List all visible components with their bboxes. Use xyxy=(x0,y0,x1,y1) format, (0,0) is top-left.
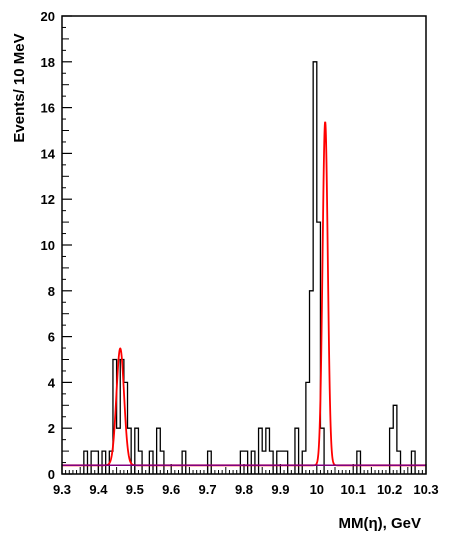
y-tick-label: 8 xyxy=(48,284,55,299)
histogram-bars xyxy=(83,61,416,474)
y-tick-label: 0 xyxy=(48,467,55,482)
y-tick-labels: 0 2 4 6 8 10 12 14 16 18 20 xyxy=(41,9,56,482)
x-tick-label: 9.8 xyxy=(235,482,253,497)
y-tick-label: 6 xyxy=(48,330,55,345)
histogram-bin xyxy=(117,428,121,474)
x-tick-label: 9.7 xyxy=(199,482,217,497)
histogram-bin xyxy=(262,451,266,474)
x-tick-label: 10 xyxy=(310,482,324,497)
x-tick-label: 9.5 xyxy=(126,482,144,497)
y-tick-label: 18 xyxy=(41,55,55,70)
y-tick-label: 2 xyxy=(48,421,55,436)
x-tick-label: 10.2 xyxy=(377,482,402,497)
x-tick-label: 9.3 xyxy=(53,482,71,497)
y-tick-label: 20 xyxy=(41,9,55,24)
x-tick-label: 9.4 xyxy=(89,482,108,497)
y-tick-label: 16 xyxy=(41,101,55,116)
y-tick-label: 12 xyxy=(41,192,55,207)
y-tick-label: 4 xyxy=(48,375,56,390)
plot-frame xyxy=(61,15,427,475)
y-axis-label: Events/ 10 MeV xyxy=(11,33,28,142)
y-tick-label: 14 xyxy=(41,146,56,161)
y-tick-label: 10 xyxy=(41,238,55,253)
histogram-outline xyxy=(83,61,416,474)
x-tick-labels: 9.3 9.4 9.5 9.6 9.7 9.8 9.9 10 10.1 10.2 10.3 xyxy=(53,482,439,497)
x-tick-label: 9.9 xyxy=(271,482,289,497)
fit-lines xyxy=(62,121,426,467)
x-axis-label: MM(η), GeV xyxy=(339,515,422,532)
x-tick-label: 10.3 xyxy=(413,482,438,497)
x-tick-label: 10.1 xyxy=(341,482,366,497)
x-tick-label: 9.6 xyxy=(162,482,180,497)
